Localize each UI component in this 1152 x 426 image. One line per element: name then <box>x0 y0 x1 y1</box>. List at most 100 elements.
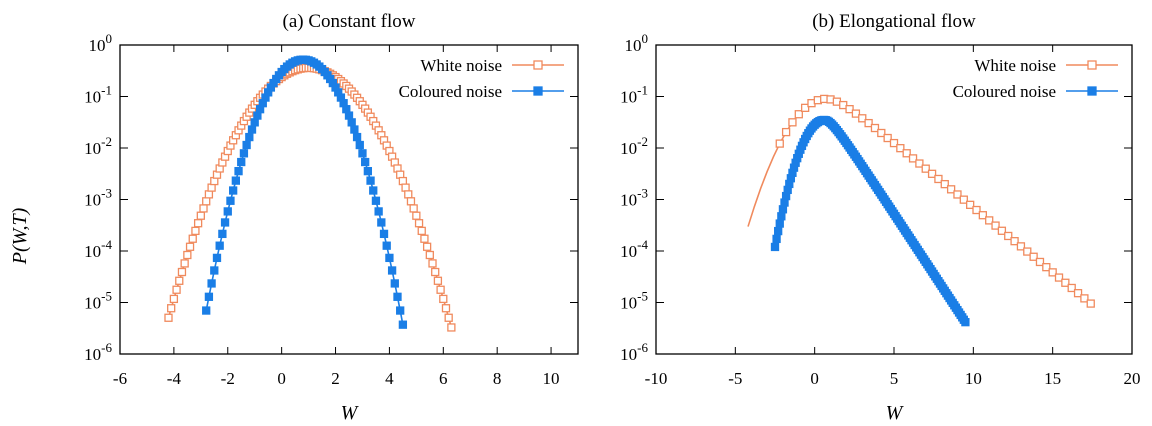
data-point <box>1004 231 1013 241</box>
plot-frame <box>119 44 579 355</box>
x-tick-label: 10 <box>543 369 560 388</box>
data-point <box>858 114 867 123</box>
data-point <box>371 196 381 205</box>
panel-b: (b) Elongational flow -10 -5 0 5 10 15 20 100 10-… <box>620 11 1140 424</box>
data-point <box>788 118 797 127</box>
data-point <box>245 132 254 142</box>
data-point <box>223 207 232 216</box>
data-point <box>877 128 886 138</box>
data-point <box>428 259 437 268</box>
data-point <box>978 211 988 220</box>
y-tick-label: 10-6 <box>84 340 112 364</box>
data-point <box>358 149 367 158</box>
x-tick-label: -2 <box>221 369 235 388</box>
data-point <box>175 276 184 285</box>
data-point <box>374 207 383 216</box>
legend-label: Coloured noise <box>399 82 502 101</box>
data-point <box>959 195 968 204</box>
plot-frame <box>655 44 1133 355</box>
data-point <box>794 110 803 119</box>
legend-marker <box>1087 60 1097 70</box>
data-point <box>218 229 227 239</box>
legend-marker <box>533 60 543 70</box>
data-point <box>777 212 786 221</box>
data-point <box>870 123 880 133</box>
data-point <box>436 285 445 294</box>
data-point <box>202 306 211 315</box>
data-point <box>851 109 861 118</box>
data-point <box>226 196 235 205</box>
data-point <box>180 259 189 268</box>
data-point <box>1042 263 1051 272</box>
data-point <box>164 313 173 322</box>
data-point <box>188 234 197 243</box>
x-tick-label: 0 <box>810 369 819 388</box>
x-tick-label: 10 <box>965 369 982 388</box>
x-tick-label: 6 <box>439 369 448 388</box>
data-point <box>183 250 192 260</box>
data-point <box>1073 289 1083 298</box>
data-point <box>204 190 214 199</box>
series-line <box>747 98 1092 305</box>
y-tick-label: 100 <box>625 31 649 55</box>
y-axis-label: P(W,T) <box>9 207 31 265</box>
data-point <box>237 157 246 167</box>
data-point <box>390 279 399 288</box>
y-tick-label: 10-5 <box>84 289 112 313</box>
legend-marker <box>533 86 543 96</box>
data-point <box>425 250 434 260</box>
data-point <box>921 164 930 173</box>
x-tick-label: 15 <box>1044 369 1061 388</box>
data-point <box>961 318 970 327</box>
data-point <box>966 200 975 209</box>
data-point <box>412 211 421 220</box>
data-point <box>940 179 949 189</box>
x-tick-label: -5 <box>728 369 742 388</box>
data-point <box>396 306 405 315</box>
data-point <box>1010 237 1019 246</box>
data-point <box>1067 283 1076 293</box>
data-point <box>997 226 1007 235</box>
data-point <box>393 292 402 301</box>
data-point <box>447 323 456 332</box>
data-point <box>191 226 200 236</box>
data-point <box>344 111 354 120</box>
data-point <box>207 279 216 288</box>
y-tick-label: 10-2 <box>84 134 112 158</box>
data-point <box>379 229 389 239</box>
data-point <box>229 186 238 195</box>
legend-label: Coloured noise <box>953 82 1056 101</box>
data-point <box>845 105 854 114</box>
data-point <box>350 125 359 134</box>
data-point <box>1061 278 1070 287</box>
data-point <box>352 132 362 142</box>
data-point <box>172 285 181 294</box>
data-point <box>864 118 873 128</box>
data-point <box>169 294 179 304</box>
data-point <box>417 226 426 236</box>
data-point <box>167 304 176 313</box>
data-point <box>1023 247 1032 256</box>
x-tick-label: 0 <box>277 369 286 388</box>
data-point <box>902 149 911 158</box>
data-point <box>366 176 375 185</box>
data-point <box>1035 257 1045 267</box>
data-point <box>431 267 440 277</box>
data-point <box>770 242 780 252</box>
y-tick-label: 10-4 <box>84 237 112 261</box>
data-point <box>347 118 356 127</box>
data-point <box>239 149 249 158</box>
data-point <box>1054 273 1064 282</box>
y-tick-label: 100 <box>89 31 113 55</box>
data-point <box>896 144 905 153</box>
y-tick-label: 10-2 <box>620 134 648 158</box>
y-tick-label: 10-5 <box>620 289 648 313</box>
x-tick-label: 5 <box>890 369 899 388</box>
legend-label: White noise <box>420 56 502 75</box>
chart-title: (b) Elongational flow <box>812 11 976 32</box>
data-point <box>361 157 370 167</box>
data-point <box>404 190 413 199</box>
y-tick-label: 10-1 <box>620 83 648 107</box>
data-point <box>422 242 432 251</box>
